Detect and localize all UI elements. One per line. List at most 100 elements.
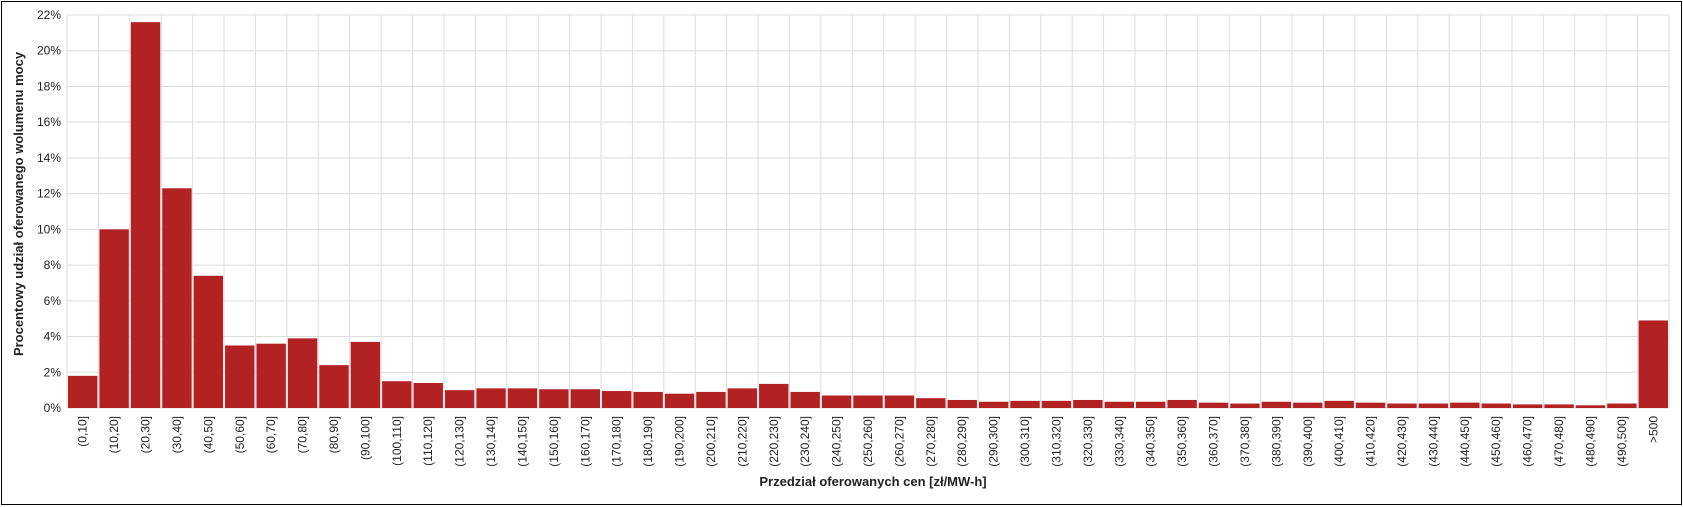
x-tick-label: (440,450] [1458,416,1472,467]
bar [256,343,286,408]
x-tick-label: (300,310] [1018,416,1032,467]
bar [476,388,506,408]
x-tick-label: >500 [1646,416,1660,443]
y-tick-label: 8% [44,258,62,272]
x-tick-label: (180,190] [641,416,655,467]
x-tick-label: (50,60] [233,416,247,453]
bar [1136,401,1166,408]
bar [1387,403,1417,408]
x-tick-label: (130,140] [484,416,498,467]
x-axis-title: Przedział oferowanych cen [zł/MW-h] [759,474,986,489]
bar [570,389,600,408]
x-tick-label: (390,400] [1301,416,1315,467]
bar [1324,400,1354,408]
x-tick-label: (350,360] [1175,416,1189,467]
x-tick-label: (20,30] [139,416,153,453]
bar [1041,400,1072,408]
x-tick-label: (80,90] [327,416,341,453]
x-tick-label: (210,220] [735,416,749,467]
bar [884,395,915,408]
x-tick-label: (310,320] [1049,416,1063,467]
bar [633,391,663,408]
grid [66,14,1670,409]
y-tick-label: 16% [37,115,61,129]
x-tick-label: (120,130] [453,416,467,467]
x-tick-label: (190,200] [673,416,687,467]
x-tick-label: (320,330] [1081,416,1095,467]
bar [821,395,852,408]
x-tick-label: (230,240] [798,416,812,467]
bar [68,375,98,408]
x-tick-label: (0,10] [76,416,90,447]
bar [1450,402,1480,408]
x-tick-label: (150,160] [547,416,561,467]
y-tick-label: 20% [37,44,61,58]
x-tick-label: (60,70] [264,416,278,453]
bar [1230,403,1260,408]
x-tick-label: (410,420] [1364,416,1378,467]
x-tick-label: (450,460] [1489,416,1503,467]
bar [978,401,1009,408]
x-tick-label: (170,180] [610,416,624,467]
bar [1293,402,1323,408]
x-tick-label: (220,230] [767,416,781,467]
bar [350,341,381,408]
x-tick-label: (280,290] [955,416,969,467]
bar [1167,399,1197,408]
x-tick-label: (360,370] [1207,416,1221,467]
bars [68,22,1668,409]
x-tick-label: (40,50] [201,416,215,453]
x-tick-label: (110,120] [421,416,435,466]
x-tick-label: (260,270] [892,416,906,467]
y-tick-label: 12% [37,187,61,201]
x-tick-label: (30,40] [170,416,184,453]
x-tick-label: (420,430] [1395,416,1409,467]
bar [1418,403,1449,408]
bar [162,188,192,408]
bar [413,382,443,408]
x-tick-label: (140,150] [515,416,529,467]
x-tick-label: (290,300] [987,416,1001,467]
x-tick-label: (330,340] [1112,416,1126,467]
bar [916,398,946,408]
bar [287,338,318,408]
bar [1355,402,1386,408]
bar [1073,399,1103,408]
bar [1638,320,1668,408]
bar [602,391,632,408]
y-tick-label: 18% [37,79,61,93]
bar [727,388,758,408]
bar [1607,403,1637,408]
bar [790,391,820,408]
x-tick-label: (270,280] [924,416,938,467]
y-tick-label: 0% [44,401,62,415]
y-tick-label: 22% [37,8,61,22]
y-tick-label: 4% [44,330,62,344]
bar [507,388,538,408]
x-tick-label: (460,470] [1521,416,1535,467]
x-tick-label: (10,20] [107,416,121,453]
x-tick-label: (340,350] [1144,416,1158,467]
x-tick-label: (380,390] [1269,416,1283,467]
y-tick-label: 10% [37,222,61,236]
bar [696,391,726,408]
bar [99,229,129,408]
bar [759,383,789,408]
bar [382,381,412,408]
bar [1104,401,1134,408]
bar [1010,400,1040,408]
x-tick-label: (100,110] [390,416,404,466]
bar [1544,404,1574,408]
bar [539,389,569,408]
x-tick-label: (490,500] [1615,416,1629,467]
bar [319,365,349,408]
x-tick-label: (70,80] [296,416,310,453]
bar [1575,405,1606,408]
x-tick-label: (470,480] [1552,416,1566,467]
bar [1512,404,1543,408]
x-tick-label: (90,100] [358,416,372,460]
x-tick-label: (250,260] [861,416,875,467]
x-tick-label: (370,380] [1238,416,1252,467]
